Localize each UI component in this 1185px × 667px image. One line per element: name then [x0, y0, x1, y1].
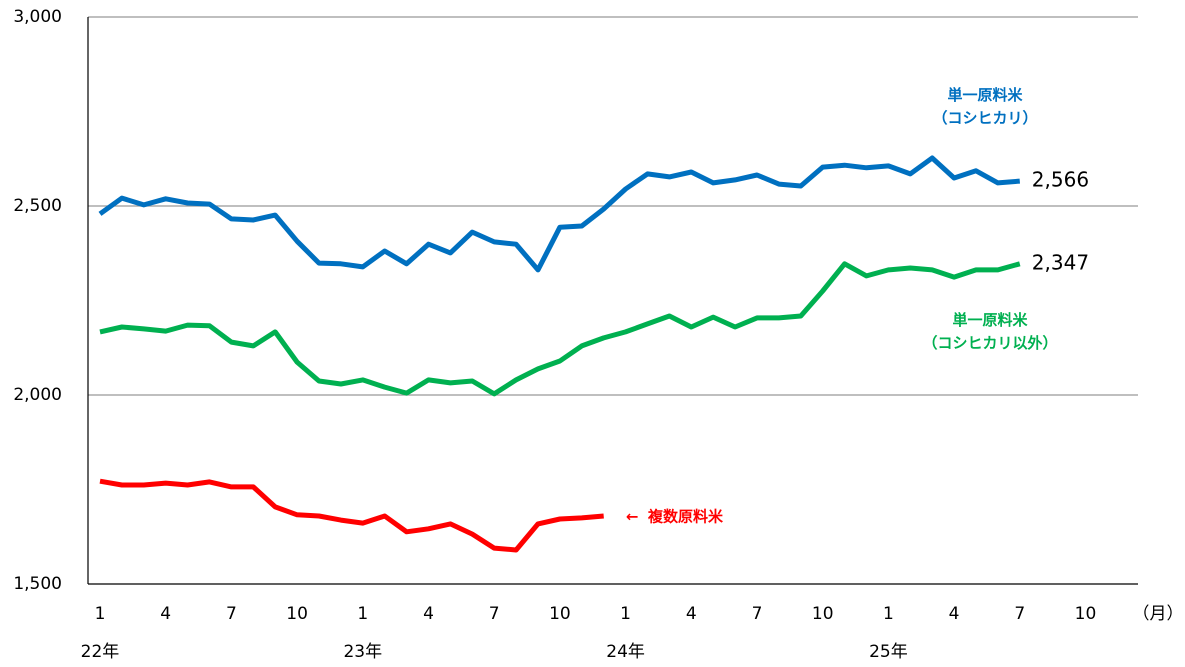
x-tick-label: 4 [160, 604, 171, 624]
x-tick-label: 7 [226, 604, 237, 624]
year-label: 25年 [869, 642, 908, 662]
x-tick-label: 7 [1014, 604, 1025, 624]
x-unit: （月） [1133, 604, 1184, 624]
x-tick-label: 10 [549, 604, 571, 624]
x-tick-label: 10 [286, 604, 308, 624]
legend-label: 単一原料米（コシヒカリ以外） [922, 311, 1057, 352]
y-tick-label: 1,500 [13, 574, 62, 594]
legend-label: 複数原料米 [647, 508, 724, 526]
year-label: 23年 [343, 642, 382, 662]
x-tick-label: 1 [357, 604, 368, 624]
x-tick-label: 1 [883, 604, 894, 624]
x-tick-label: 7 [752, 604, 763, 624]
x-tick-label: 10 [812, 604, 834, 624]
x-tick-label: 1 [620, 604, 631, 624]
y-tick-label: 3,000 [13, 7, 62, 27]
year-label: 24年 [606, 642, 645, 662]
y-tick-label: 2,000 [13, 385, 62, 405]
x-tick-label: 10 [1075, 604, 1097, 624]
value-label: 2,566 [1032, 168, 1089, 192]
year-label: 22年 [81, 642, 120, 662]
x-tick-label: 4 [423, 604, 434, 624]
x-tick-label: 4 [686, 604, 697, 624]
x-tick-label: 4 [949, 604, 960, 624]
series-line [98, 155, 1021, 273]
series-line [99, 478, 604, 553]
y-tick-label: 2,500 [13, 196, 62, 216]
legend-label: 単一原料米（コシヒカリ） [932, 86, 1037, 127]
value-label: 2,347 [1032, 250, 1089, 274]
series-line [99, 261, 1021, 397]
x-tick-label: 1 [95, 604, 106, 624]
x-tick-label: 7 [489, 604, 500, 624]
arrow: ← [626, 508, 639, 526]
